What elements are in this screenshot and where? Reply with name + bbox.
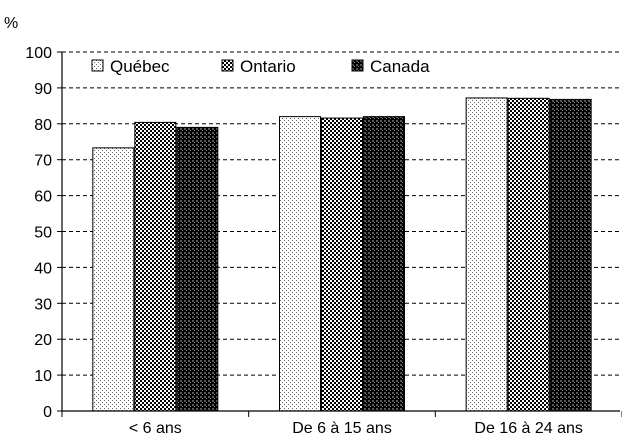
y-tick-label: 20 xyxy=(34,332,52,349)
bar-canada-1 xyxy=(363,116,405,412)
y-tick-labels: 0 10 20 30 40 50 60 70 80 90 100 xyxy=(25,45,52,421)
y-tick-label: 70 xyxy=(34,153,52,170)
y-tick-label: 60 xyxy=(34,189,52,206)
bar-canada-2 xyxy=(549,98,592,412)
bars xyxy=(92,97,592,412)
axes xyxy=(57,51,622,417)
y-tick-label: 80 xyxy=(34,117,52,134)
y-unit-label: % xyxy=(4,15,18,32)
bar-quebec-0 xyxy=(92,147,135,412)
x-category-label: De 6 à 15 ans xyxy=(292,420,392,437)
y-tick-label: 50 xyxy=(34,225,52,242)
bar-quebec-1 xyxy=(279,116,321,412)
y-tick-label: 40 xyxy=(34,260,52,277)
x-category-label: De 16 à 24 ans xyxy=(474,420,583,437)
y-tick-label: 0 xyxy=(43,404,52,421)
legend-swatch-ontario xyxy=(221,59,234,72)
bar-canada-0 xyxy=(176,126,219,412)
y-tick-label: 30 xyxy=(34,296,52,313)
legend: Québec Ontario Canada xyxy=(91,57,430,76)
y-tick-label: 90 xyxy=(34,81,52,98)
bar-ontario-1 xyxy=(321,117,363,412)
legend-label-quebec: Québec xyxy=(110,57,170,76)
bar-quebec-2 xyxy=(465,97,508,412)
bar-ontario-2 xyxy=(507,97,550,412)
x-category-label: < 6 ans xyxy=(129,420,182,437)
y-tick-label: 100 xyxy=(25,45,52,62)
x-category-labels: < 6 ans De 6 à 15 ans De 16 à 24 ans xyxy=(129,420,583,437)
bar-ontario-0 xyxy=(134,121,177,412)
legend-swatch-canada xyxy=(351,59,364,72)
legend-swatch-quebec xyxy=(91,59,104,72)
legend-label-ontario: Ontario xyxy=(240,57,296,76)
y-tick-label: 10 xyxy=(34,368,52,385)
legend-label-canada: Canada xyxy=(370,57,430,76)
